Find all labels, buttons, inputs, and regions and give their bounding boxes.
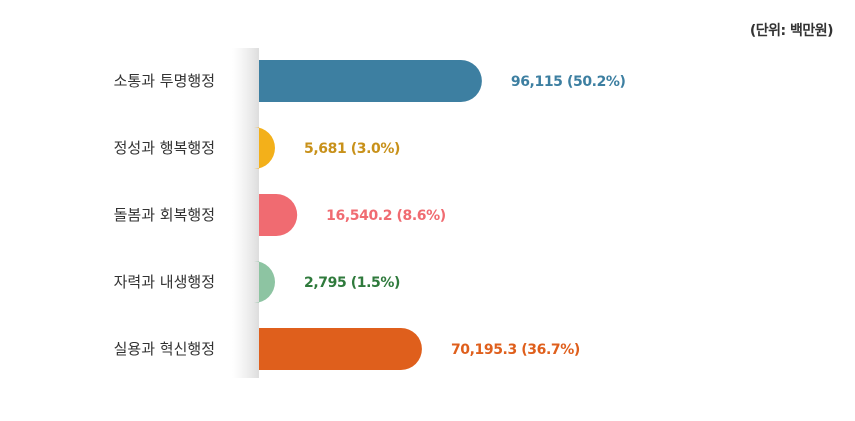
bar (259, 60, 482, 102)
bar (259, 194, 298, 236)
value-label: 16,540.2 (8.6%) (326, 208, 446, 224)
value-label: 96,115 (50.2%) (511, 74, 626, 90)
category-label: 실용과 혁신행정 (114, 340, 215, 358)
category-label: 돌봄과 회복행정 (114, 206, 215, 224)
bar (254, 127, 275, 169)
bar (259, 328, 422, 370)
category-label: 정성과 행복행정 (114, 139, 215, 157)
bars-layer: 소통과 투명행정 96,115 (50.2%) 정성과 행복행정 5,681 (3.0… (114, 60, 626, 370)
unit-label: (단위: 백만원) (749, 23, 834, 39)
category-label: 소통과 투명행정 (114, 72, 215, 90)
bar (254, 261, 275, 303)
value-label: 2,795 (1.5%) (304, 275, 400, 291)
value-label: 70,195.3 (36.7%) (451, 342, 580, 358)
axis-shadow (232, 48, 259, 378)
value-label: 5,681 (3.0%) (304, 141, 400, 157)
category-label: 자력과 내생행정 (114, 273, 215, 291)
